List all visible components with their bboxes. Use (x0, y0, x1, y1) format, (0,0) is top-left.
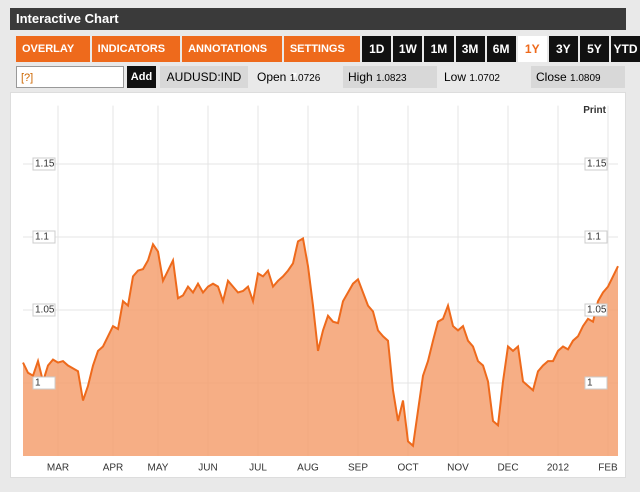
y-tick-box (32, 230, 56, 244)
chart: Print MAR APR MAY JUN JUL AUG SEP OCT NOV DEC 2012 F… (22, 105, 619, 474)
quote-label: Low (444, 70, 467, 84)
range-button[interactable]: 3Y (548, 36, 578, 62)
window-title: Interactive Chart (10, 8, 626, 30)
x-tick-label: JUL (249, 463, 267, 474)
range-button[interactable]: 5Y (579, 36, 609, 62)
area (23, 238, 618, 456)
quote-label: High (348, 70, 373, 84)
x-tick-label: FEB (598, 463, 618, 474)
y-tick-label: 1 (587, 378, 593, 389)
quote-value: 1.0726 (289, 73, 321, 84)
y-tick-box (584, 230, 608, 244)
x-tick-label: MAY (148, 463, 169, 474)
y-tick-box (32, 376, 56, 390)
quote-value: 1.0823 (376, 73, 407, 84)
y-tick-label: 1.15 (587, 159, 607, 170)
y-tick-label: 1.05 (587, 305, 607, 316)
toolbar: OVERLAYINDICATORSANNOTATIONSSETTINGS1D1W… (16, 36, 640, 62)
range-button[interactable]: 6M (486, 36, 516, 62)
range-button[interactable]: 1Y (517, 36, 547, 62)
y-tick-box (32, 157, 56, 171)
range-button[interactable]: YTD (610, 36, 640, 62)
x-tick-label: APR (103, 463, 124, 474)
quote-field: Close 1.0809 (531, 66, 625, 88)
symbol-input[interactable]: [?] (16, 66, 124, 88)
y-tick-label: 1.1 (35, 232, 49, 243)
symbol: AUDUSD:IND (160, 66, 248, 88)
x-tick-label: JUN (198, 463, 217, 474)
x-tick-label: MAR (47, 463, 69, 474)
x-tick-label: 2012 (547, 463, 570, 474)
x-tick-label: OCT (397, 463, 418, 474)
quote-field: High 1.0823 (343, 66, 437, 88)
quote-field: Open 1.0726 (252, 66, 338, 88)
y-tick-label: 1.15 (35, 159, 55, 170)
print-button[interactable]: Print (583, 105, 606, 116)
y-tick-label: 1.1 (587, 232, 601, 243)
y-tick-box (584, 376, 608, 390)
y-tick-label: 1.05 (35, 305, 55, 316)
menu-button[interactable]: INDICATORS (91, 36, 181, 62)
chart-panel: Print MAR APR MAY JUN JUL AUG SEP OCT NOV DEC 2012 F… (10, 92, 626, 478)
menu-button[interactable]: SETTINGS (283, 36, 361, 62)
menu-button[interactable]: OVERLAY (16, 36, 90, 62)
quote-label: Open (257, 70, 287, 84)
quote-value: 1.0702 (469, 73, 500, 84)
quote-field: Low 1.0702 (439, 66, 529, 88)
x-tick-label: AUG (297, 463, 319, 474)
range-button[interactable]: 1D (362, 36, 392, 62)
x-tick-label: NOV (447, 463, 469, 474)
range-button[interactable]: 3M (455, 36, 485, 62)
y-tick-box (584, 303, 608, 317)
y-tick-box (32, 303, 56, 317)
line (22, 236, 619, 448)
quote-label: Close (536, 70, 567, 84)
x-tick-label: DEC (497, 463, 518, 474)
quote-value: 1.0809 (570, 73, 601, 84)
menu-button[interactable]: ANNOTATIONS (182, 36, 282, 62)
y-tick-box (584, 157, 608, 171)
y-tick-label: 1 (35, 378, 41, 389)
range-button[interactable]: 1W (393, 36, 423, 62)
x-tick-label: SEP (348, 463, 368, 474)
add-button[interactable]: Add (127, 66, 156, 88)
range-button[interactable]: 1M (424, 36, 454, 62)
